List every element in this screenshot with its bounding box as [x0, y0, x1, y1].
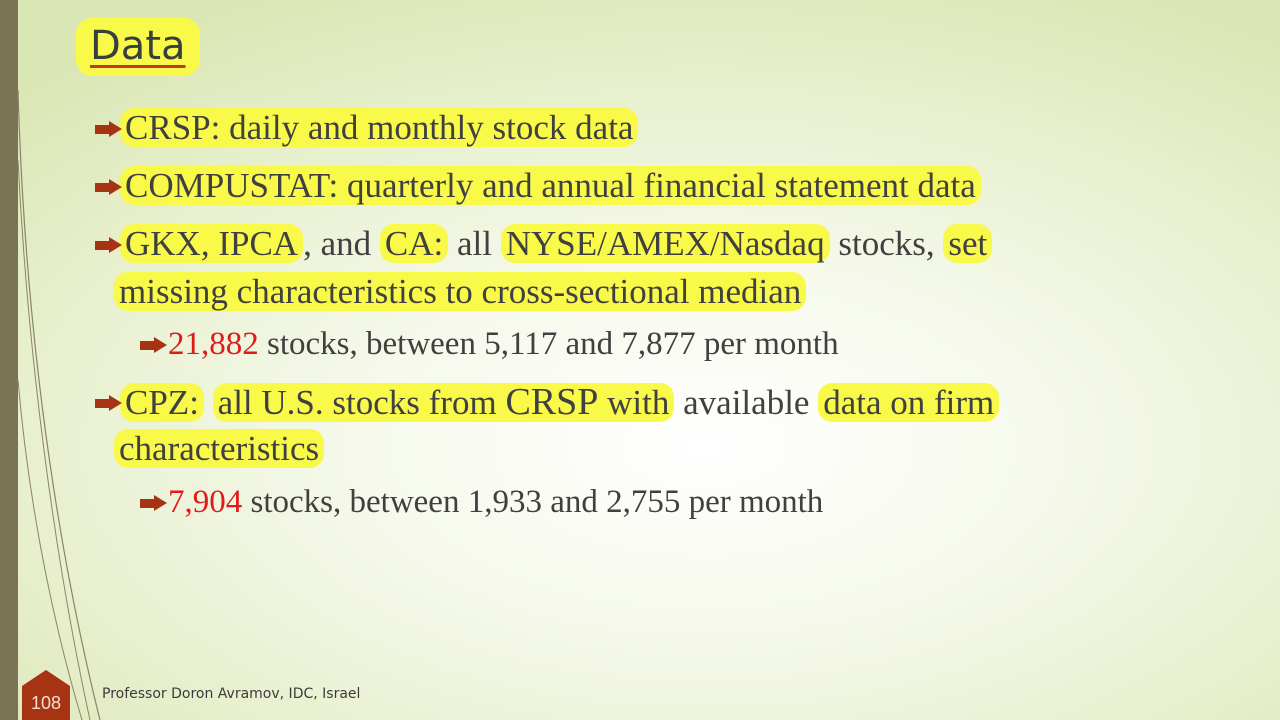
bullet-crsp: CRSP: daily and monthly stock data — [95, 108, 639, 148]
bullet-cpz: CPZ: all U.S. stocks from CRSP with avai… — [95, 382, 1000, 469]
arrow-bullet-icon — [95, 237, 122, 254]
left-band-decoration — [0, 0, 18, 720]
sub-bullet-cpz-count: 7,904 stocks, between 1,933 and 2,755 pe… — [140, 482, 823, 522]
footer-text: Professor Doron Avramov, IDC, Israel — [102, 686, 361, 702]
arrow-bullet-icon — [95, 121, 122, 138]
decorative-curves — [17, 89, 101, 720]
arrow-bullet-icon — [95, 179, 122, 196]
sub-bullet-gkx-count: 21,882 stocks, between 5,117 and 7,877 p… — [140, 324, 839, 364]
arrow-bullet-icon — [140, 495, 167, 512]
bullet-gkx-ipca-ca: GKX, IPCA, and CA: all NYSE/AMEX/Nasdaq … — [95, 224, 993, 312]
slide-title: Data — [76, 18, 200, 76]
bullet-compustat: COMPUSTAT: quarterly and annual financia… — [95, 166, 981, 206]
arrow-bullet-icon — [140, 337, 167, 354]
arrow-bullet-icon — [95, 395, 122, 412]
